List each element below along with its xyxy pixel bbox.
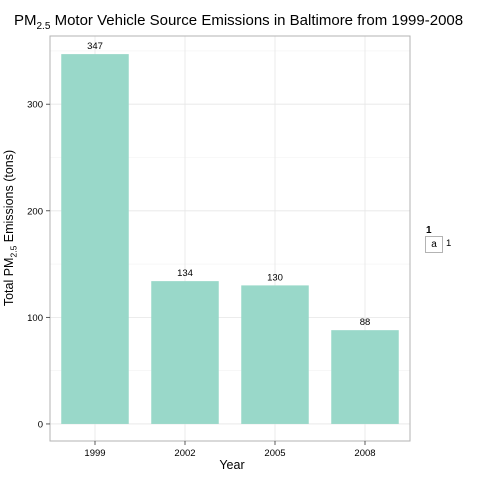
x-tick-label: 2002	[174, 448, 195, 459]
y-tick-label: 300	[27, 100, 43, 111]
plot-border	[49, 35, 411, 442]
legend-label: 1	[446, 238, 452, 249]
y-axis-title: Total PM2.5 Emissions (tons)	[1, 149, 19, 307]
x-axis-title: Year	[219, 458, 245, 472]
bar-1999	[61, 54, 129, 424]
y-tick-label: 100	[27, 313, 43, 324]
legend-key: a	[425, 236, 443, 253]
y-tick-label: 200	[27, 206, 43, 217]
bar-2005	[241, 285, 309, 424]
bar-2002	[151, 281, 219, 424]
data-label-2002: 134	[177, 268, 193, 279]
legend-title: 1	[426, 225, 432, 236]
y-tick-label: 0	[38, 419, 43, 430]
bar-2008	[331, 330, 399, 424]
chart-title: PM2.5 Motor Vehicle Source Emissions in …	[14, 12, 464, 32]
x-tick-label: 2005	[264, 448, 285, 459]
data-label-1999: 347	[87, 41, 103, 52]
data-label-2008: 88	[360, 317, 371, 328]
x-tick-label: 1999	[84, 448, 105, 459]
x-tick-label: 2008	[354, 448, 375, 459]
data-label-2005: 130	[267, 272, 283, 283]
